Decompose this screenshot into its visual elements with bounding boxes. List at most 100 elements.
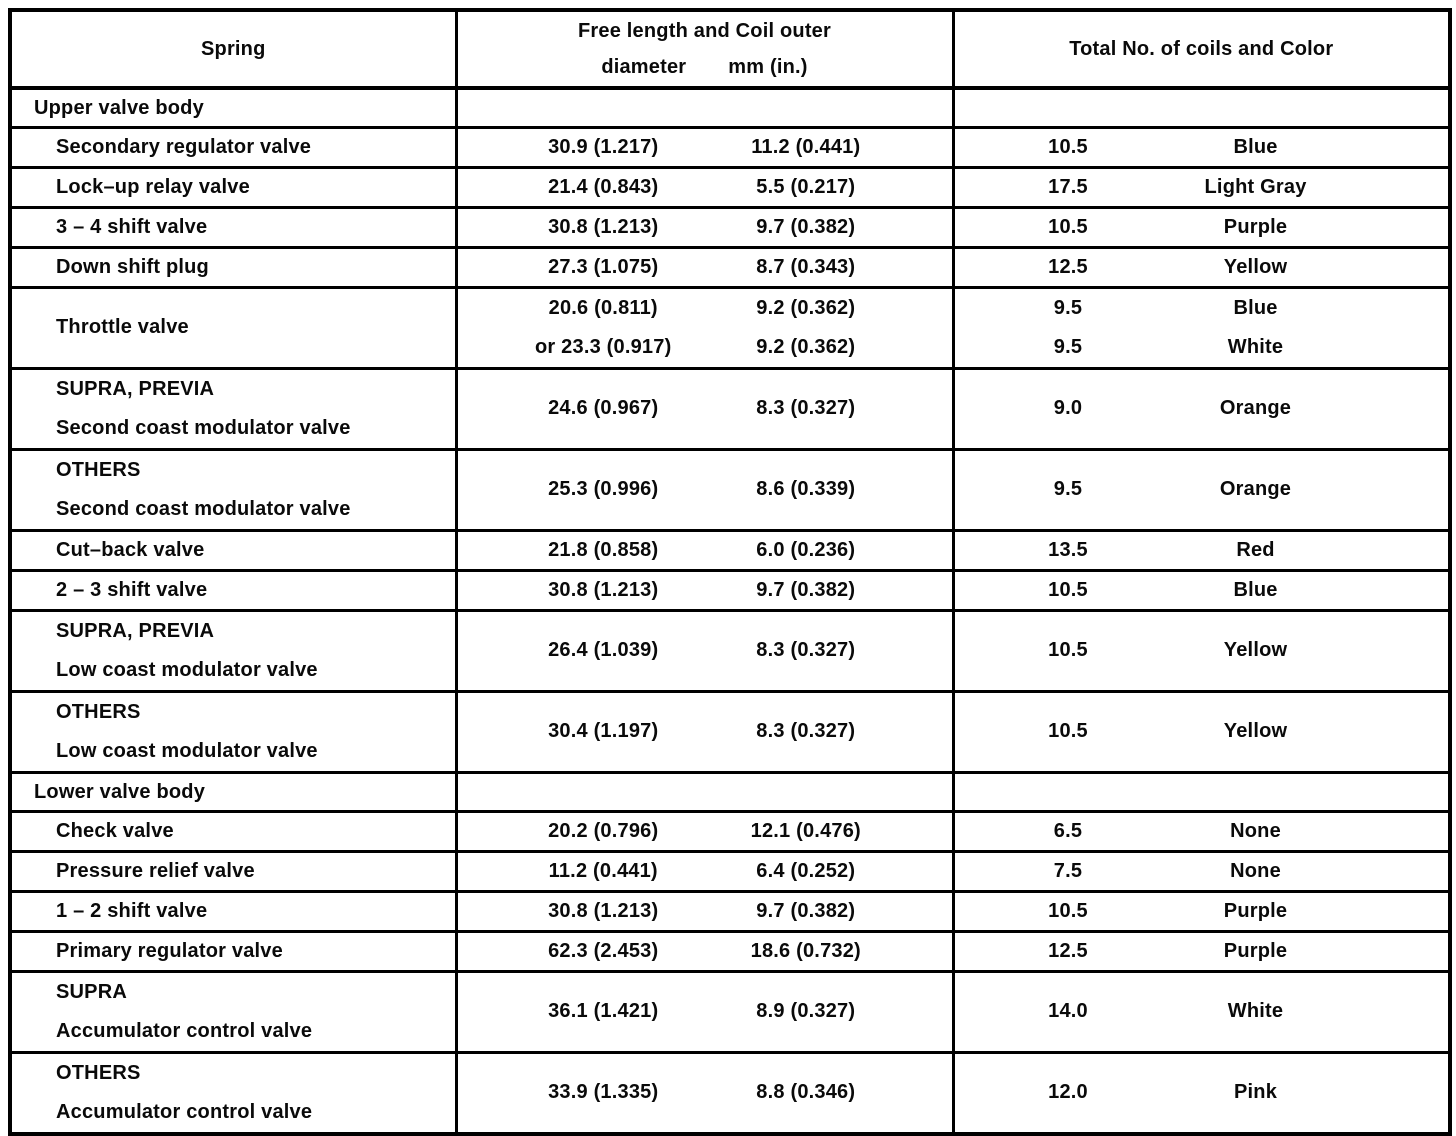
spacer bbox=[1330, 898, 1447, 924]
spec-table-body: Upper valve body Secondary regulator valv… bbox=[8, 86, 1452, 1135]
section-row: Lower valve body bbox=[8, 770, 1452, 813]
coils-color-cell bbox=[951, 770, 1452, 813]
spacer bbox=[1330, 328, 1447, 366]
spacer bbox=[1330, 470, 1447, 509]
coils-color-line: 14.0 White bbox=[956, 992, 1447, 1031]
spring-label: Cut–back valve bbox=[56, 539, 205, 561]
spring-cell: Throttle valve bbox=[8, 285, 458, 370]
spring-cell: OTHERS Accumulator control valve bbox=[8, 1050, 458, 1135]
coils-value: 12.5 bbox=[1048, 256, 1088, 278]
free-length-value: 26.4 (1.039) bbox=[548, 639, 659, 661]
spring-label: SUPRA, PREVIA bbox=[56, 619, 215, 642]
spring-label: 2 – 3 shift valve bbox=[56, 579, 208, 601]
diameter-value: 9.7 (0.382) bbox=[756, 900, 856, 922]
spacer bbox=[1330, 577, 1447, 603]
coils-value: 9.5 bbox=[1053, 335, 1083, 358]
coils-value: 9.0 bbox=[1053, 397, 1083, 419]
spring-cell: Secondary regulator valve bbox=[8, 125, 458, 169]
coils-color-header: Total No. of coils and Color bbox=[951, 8, 1452, 90]
color-value: White bbox=[1227, 1000, 1284, 1022]
coils-color-line: 17.5 Light Gray bbox=[956, 174, 1447, 200]
spacer bbox=[1330, 290, 1447, 328]
coils-color-cell: 9.5 Blue 9.5 White bbox=[951, 285, 1452, 370]
dimensions-cell: 30.4 (1.197) 8.3 (0.327) bbox=[454, 689, 955, 774]
dimension-line: 26.4 (1.039) 8.3 (0.327) bbox=[459, 631, 950, 670]
coils-color-cell: 10.5 Purple bbox=[951, 889, 1452, 933]
dimension-line: 33.9 (1.335) 8.8 (0.346) bbox=[459, 1073, 950, 1112]
spring-cell: Upper valve body bbox=[8, 86, 458, 129]
color-value: Yellow bbox=[1223, 256, 1288, 278]
spring-label: Second coast modulator valve bbox=[56, 416, 351, 439]
table-row: Pressure relief valve 11.2 (0.441) 6.4 (0.… bbox=[8, 849, 1452, 893]
coils-color-line: 10.5 Yellow bbox=[956, 631, 1447, 670]
spring-cell: 2 – 3 shift valve bbox=[8, 568, 458, 612]
spring-label-lines: OTHERS Accumulator control valve bbox=[13, 1055, 453, 1131]
color-value: Blue bbox=[1233, 136, 1278, 158]
spring-label: Primary regulator valve bbox=[56, 940, 283, 962]
free-length-value: 20.2 (0.796) bbox=[548, 820, 659, 842]
color-value: Pink bbox=[1234, 1081, 1278, 1103]
spacer bbox=[1330, 1073, 1447, 1112]
dimension-line: 62.3 (2.453) 18.6 (0.732) bbox=[459, 938, 950, 964]
dimension-line: 11.2 (0.441) 6.4 (0.252) bbox=[459, 858, 950, 884]
diameter-value: 8.7 (0.343) bbox=[756, 256, 856, 278]
color-value: Blue bbox=[1233, 296, 1278, 319]
coils-color-cell: 10.5 Blue bbox=[951, 125, 1452, 169]
dimensions-cell bbox=[454, 770, 955, 813]
dimensions-cell: 20.6 (0.811) 9.2 (0.362) or 23.3 (0.917) 9.… bbox=[454, 285, 955, 370]
dimensions-cell: 33.9 (1.335) 8.8 (0.346) bbox=[454, 1050, 955, 1135]
spring-cell: SUPRA, PREVIA Low coast modulator valve bbox=[8, 608, 458, 693]
table-row: Cut–back valve 21.8 (0.858) 6.0 (0.236) 13.… bbox=[8, 528, 1452, 572]
spring-label: OTHERS bbox=[56, 700, 141, 723]
table-row: 3 – 4 shift valve 30.8 (1.213) 9.7 (0.382)… bbox=[8, 205, 1452, 249]
color-value: Red bbox=[1236, 539, 1275, 561]
coils-value: 10.5 bbox=[1048, 639, 1088, 661]
table-row: OTHERS Low coast modulator valve 30.4 (1.1… bbox=[8, 689, 1452, 774]
free-length-value: 36.1 (1.421) bbox=[548, 1000, 659, 1022]
coils-color-cell: 10.5 Blue bbox=[951, 568, 1452, 612]
spring-label: Accumulator control valve bbox=[56, 1019, 313, 1042]
spring-label: Check valve bbox=[56, 820, 174, 842]
free-length-value: 30.8 (1.213) bbox=[548, 216, 659, 238]
dimensions-cell: 27.3 (1.075) 8.7 (0.343) bbox=[454, 245, 955, 289]
color-value: None bbox=[1230, 820, 1281, 842]
dimensions-header-units: mm (in.) bbox=[728, 56, 808, 78]
coils-color-line: 10.5 Blue bbox=[956, 134, 1447, 160]
spring-label: Lower valve body bbox=[34, 780, 206, 803]
spacer bbox=[1330, 712, 1447, 751]
free-length-value: or 23.3 (0.917) bbox=[535, 335, 672, 358]
dimension-line: 21.4 (0.843) 5.5 (0.217) bbox=[459, 174, 950, 200]
diameter-value: 9.2 (0.362) bbox=[756, 296, 856, 319]
coils-value: 10.5 bbox=[1048, 579, 1088, 601]
dimension-line: 30.8 (1.213) 9.7 (0.382) bbox=[459, 898, 950, 924]
table-row: Down shift plug 27.3 (1.075) 8.7 (0.343) 12… bbox=[8, 245, 1452, 289]
color-value: White bbox=[1227, 335, 1284, 358]
spring-label-lines: Down shift plug bbox=[13, 254, 453, 280]
spring-label-lines: 1 – 2 shift valve bbox=[13, 898, 453, 924]
dimension-line: 25.3 (0.996) 8.6 (0.339) bbox=[459, 470, 950, 509]
spring-label-lines: 2 – 3 shift valve bbox=[13, 577, 453, 603]
table-row: 2 – 3 shift valve 30.8 (1.213) 9.7 (0.382)… bbox=[8, 568, 1452, 612]
color-value: Orange bbox=[1219, 397, 1292, 419]
spacer bbox=[1330, 174, 1447, 200]
diameter-value: 6.4 (0.252) bbox=[756, 860, 856, 882]
dimension-line: 30.8 (1.213) 9.7 (0.382) bbox=[459, 577, 950, 603]
coils-color-cell: 9.0 Orange bbox=[951, 366, 1452, 451]
free-length-value: 11.2 (0.441) bbox=[548, 860, 658, 882]
spacer bbox=[1330, 992, 1447, 1031]
dimensions-cell: 30.9 (1.217) 11.2 (0.441) bbox=[454, 125, 955, 169]
diameter-value: 8.6 (0.339) bbox=[756, 478, 856, 500]
spring-label: Secondary regulator valve bbox=[56, 136, 312, 158]
dimension-line: 27.3 (1.075) 8.7 (0.343) bbox=[459, 254, 950, 280]
spring-label: Accumulator control valve bbox=[56, 1100, 313, 1123]
color-value: Blue bbox=[1233, 579, 1278, 601]
spring-label-lines: SUPRA, PREVIA Second coast modulator valv… bbox=[13, 371, 453, 446]
dimensions-cell: 21.4 (0.843) 5.5 (0.217) bbox=[454, 165, 955, 209]
spring-label-lines: Upper valve body bbox=[13, 95, 453, 121]
coils-value: 12.5 bbox=[1048, 940, 1088, 962]
color-value: Light Gray bbox=[1204, 176, 1307, 198]
color-value: Yellow bbox=[1223, 639, 1288, 661]
free-length-value: 24.6 (0.967) bbox=[548, 397, 659, 419]
spring-label-lines: OTHERS Low coast modulator valve bbox=[13, 694, 453, 769]
diameter-value: 9.2 (0.362) bbox=[756, 335, 856, 358]
